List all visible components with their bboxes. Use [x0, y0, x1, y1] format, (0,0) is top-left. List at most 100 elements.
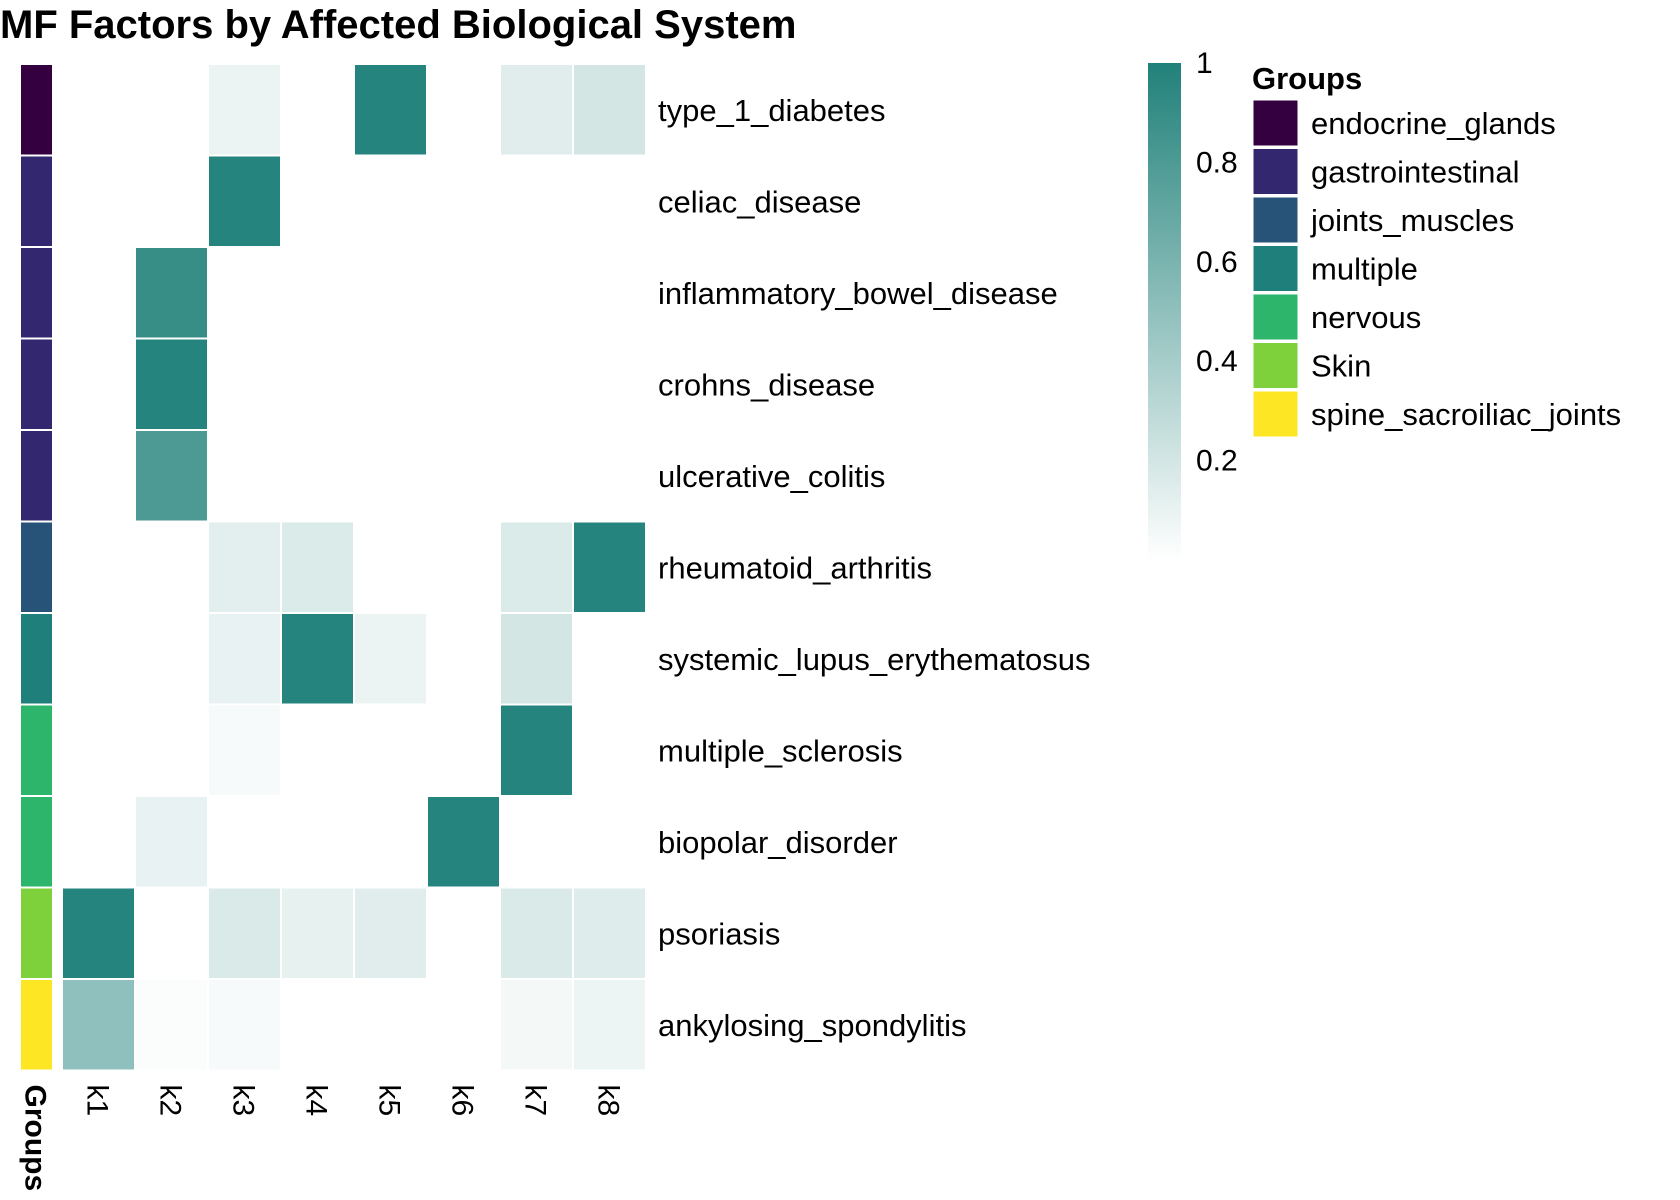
heatmap-cell: [499, 886, 574, 980]
group-annotation-cell: [19, 886, 54, 980]
heatmap-cell: [353, 154, 428, 248]
legend-swatch: [1252, 293, 1299, 341]
legend-swatch: [1252, 148, 1299, 195]
heatmap-cell: [207, 703, 282, 797]
row-label: multiple_sclerosis: [658, 733, 903, 768]
colorbar-tick-label: 0.6: [1196, 246, 1238, 279]
heatmap-cell: [572, 703, 647, 797]
heatmap-cell: [134, 703, 209, 797]
colorbar-tick-label: 1: [1196, 47, 1213, 80]
colorbar-tick-label: 0.8: [1196, 146, 1238, 179]
heatmap-cell: [280, 795, 355, 889]
heatmap-cell: [499, 612, 574, 706]
heatmap-cell: [61, 154, 136, 248]
heatmap-cell: [353, 612, 428, 706]
heatmap-cell: [207, 429, 282, 523]
legend-label: endocrine_glands: [1311, 106, 1556, 141]
group-annotation-column: [19, 63, 54, 1072]
heatmap-cell: [499, 63, 574, 157]
column-label: k1: [81, 1085, 114, 1117]
legend-label: joints_muscles: [1310, 203, 1514, 238]
heatmap-cell: [426, 63, 501, 157]
row-label: systemic_lupus_erythematosus: [658, 642, 1090, 677]
heatmap-cell: [207, 795, 282, 889]
heatmap-cell: [426, 795, 501, 889]
heatmap-cell: [134, 63, 209, 157]
row-labels: type_1_diabetes celiac_disease inflammator…: [658, 93, 1090, 1043]
heatmap-cell: [426, 246, 501, 340]
heatmap-cell: [572, 246, 647, 340]
legend-swatch: [1252, 245, 1299, 292]
heatmap-cells: [61, 63, 647, 1072]
heatmap-cell: [134, 154, 209, 248]
row-label: rheumatoid_arthritis: [658, 550, 932, 585]
heatmap-cell: [353, 246, 428, 340]
legend-swatch: [1252, 390, 1299, 438]
heatmap-cell: [280, 612, 355, 706]
heatmap-cell: [499, 703, 574, 797]
group-annotation-cell: [19, 429, 54, 523]
heatmap-cell: [207, 246, 282, 340]
legend-title: Groups: [1252, 61, 1362, 96]
heatmap-cell: [353, 429, 428, 523]
group-annotation-cell: [19, 703, 54, 797]
legend-swatch: [1252, 196, 1299, 244]
heatmap-cell: [353, 703, 428, 797]
heatmap-cell: [426, 337, 501, 431]
heatmap-cell: [426, 886, 501, 980]
heatmap-cell: [353, 520, 428, 614]
heatmap-cell: [572, 612, 647, 706]
legend-label: Skin: [1311, 349, 1371, 384]
groups-legend: Groups endocrine_glands gastrointestinal jo…: [1252, 61, 1621, 438]
heatmap-cell: [353, 63, 428, 157]
heatmap-cell: [353, 795, 428, 889]
colorbar-tick-label: 0.4: [1196, 345, 1238, 378]
heatmap-cell: [207, 886, 282, 980]
heatmap-cell: [207, 520, 282, 614]
heatmap-cell: [207, 978, 282, 1072]
heatmap-cell: [353, 337, 428, 431]
heatmap-cell: [61, 795, 136, 889]
heatmap-cell: [134, 337, 209, 431]
heatmap-cell: [61, 703, 136, 797]
chart-title: MF Factors by Affected Biological System: [0, 3, 796, 47]
heatmap-cell: [134, 520, 209, 614]
column-labels: Groups k1 k2 k3 k4 k5 k6 k7 k8: [19, 1085, 625, 1192]
heatmap-cell: [426, 154, 501, 248]
group-annotation-cell: [19, 246, 54, 340]
heatmap-cell: [134, 612, 209, 706]
heatmap-cell: [280, 886, 355, 980]
row-label: psoriasis: [658, 916, 780, 951]
row-label: inflammatory_bowel_disease: [658, 276, 1058, 311]
heatmap-cell: [572, 63, 647, 157]
heatmap-cell: [134, 795, 209, 889]
heatmap-cell: [134, 429, 209, 523]
column-label: k4: [300, 1085, 333, 1117]
heatmap-cell: [499, 246, 574, 340]
heatmap-cell: [426, 978, 501, 1072]
heatmap-cell: [61, 978, 136, 1072]
group-axis-label: Groups: [19, 1085, 52, 1192]
heatmap-cell: [499, 795, 574, 889]
column-label: k7: [519, 1085, 552, 1117]
heatmap-cell: [572, 429, 647, 523]
heatmap-cell: [61, 246, 136, 340]
row-label: type_1_diabetes: [658, 93, 886, 128]
heatmap-cell: [499, 429, 574, 523]
group-annotation-cell: [19, 154, 54, 248]
column-label: k3: [227, 1085, 260, 1117]
heatmap-cell: [353, 886, 428, 980]
heatmap-cell: [499, 154, 574, 248]
heatmap-cell: [280, 429, 355, 523]
heatmap-cell: [280, 520, 355, 614]
heatmap-cell: [572, 154, 647, 248]
row-label: ankylosing_spondylitis: [658, 1008, 966, 1043]
heatmap-cell: [61, 886, 136, 980]
group-annotation-cell: [19, 978, 54, 1072]
legend-label: nervous: [1311, 300, 1421, 335]
heatmap-cell: [572, 795, 647, 889]
heatmap-cell: [207, 154, 282, 248]
heatmap-cell: [61, 63, 136, 157]
heatmap-cell: [61, 337, 136, 431]
heatmap-cell: [207, 63, 282, 157]
